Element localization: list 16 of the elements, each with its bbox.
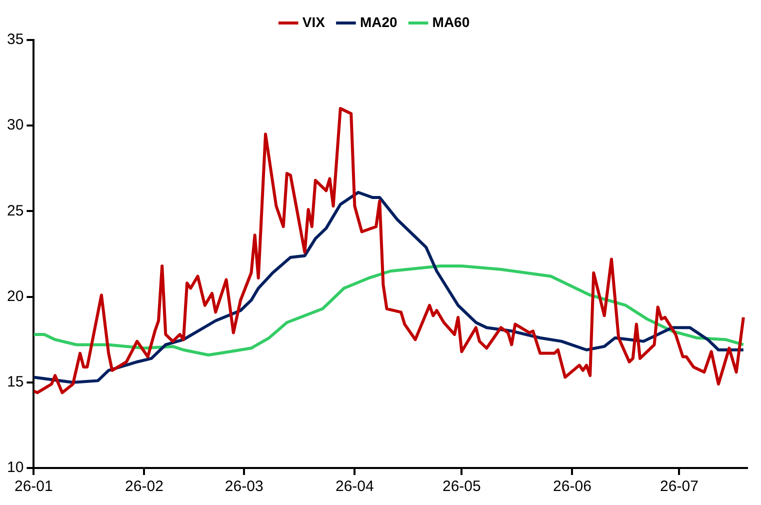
y-tick-label: 20 <box>6 288 24 305</box>
x-tick-label: 26-06 <box>553 478 592 496</box>
legend-label: MA60 <box>432 14 470 30</box>
x-tick-label: 26-04 <box>335 478 374 496</box>
y-tick-label: 10 <box>6 459 24 476</box>
legend-label: VIX <box>302 14 326 30</box>
x-tick-label: 26-07 <box>660 478 698 496</box>
y-tick-label: 25 <box>6 202 24 220</box>
y-tick-label: 15 <box>6 374 24 391</box>
legend-label: MA20 <box>360 14 398 30</box>
y-tick-label: 35 <box>6 31 24 48</box>
x-tick-label: 26-05 <box>442 478 481 496</box>
x-tick-label: 26-01 <box>14 478 53 496</box>
x-tick-label: 26-02 <box>125 478 164 496</box>
y-tick-label: 30 <box>6 116 24 134</box>
x-tick-label: 26-03 <box>224 478 264 496</box>
